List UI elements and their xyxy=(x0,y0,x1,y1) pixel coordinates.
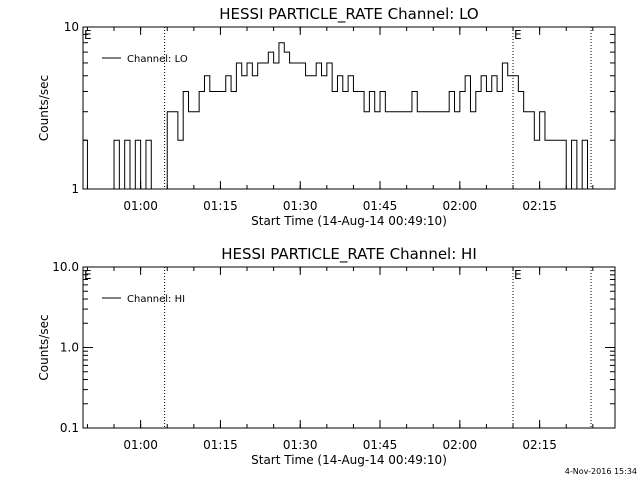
chart-title: HESSI PARTICLE_RATE Channel: LO xyxy=(219,5,478,24)
x-tick-label: 02:00 xyxy=(443,438,478,452)
plot-frame xyxy=(82,26,616,190)
x-tick-label: 01:30 xyxy=(283,199,318,213)
event-marker: E xyxy=(514,268,522,282)
x-tick-label: 01:30 xyxy=(283,438,318,452)
y-axis-label: Counts/sec xyxy=(37,75,51,141)
chart-panel-1: HESSI PARTICLE_RATE Channel: LO Counts/se… xyxy=(37,5,616,228)
x-tick-label: 01:15 xyxy=(203,199,238,213)
x-axis-label: Start Time (14-Aug-14 00:49:10) xyxy=(251,214,447,228)
x-tick-label: 02:00 xyxy=(443,199,478,213)
y-tick-label: 1.0 xyxy=(60,341,79,355)
legend-label: Channel: HI xyxy=(127,294,185,305)
y-axis-label: Counts/sec xyxy=(37,314,51,380)
x-tick-label: 01:45 xyxy=(363,199,398,213)
event-marker: E xyxy=(84,28,92,42)
x-tick-label: 02:15 xyxy=(522,199,557,213)
plot-frame xyxy=(82,266,616,429)
event-marker: E xyxy=(84,268,92,282)
x-tick-label: 02:15 xyxy=(522,438,557,452)
chart-panel-2: HESSI PARTICLE_RATE Channel: HI Counts/se… xyxy=(37,245,616,467)
x-axis-label: Start Time (14-Aug-14 00:49:10) xyxy=(251,453,447,467)
x-tick-label: 01:15 xyxy=(203,438,238,452)
x-tick-label: 01:00 xyxy=(123,199,158,213)
footer-timestamp: 4-Nov-2016 15:34 xyxy=(565,467,637,476)
event-marker: E xyxy=(514,28,522,42)
series-line xyxy=(83,42,599,190)
y-tick-label: 10 xyxy=(64,20,79,34)
x-tick-label: 01:45 xyxy=(363,438,398,452)
y-tick-label: 0.1 xyxy=(60,421,79,435)
y-tick-label: 10.0 xyxy=(52,260,79,274)
y-tick-label: 1 xyxy=(71,182,79,196)
chart-title: HESSI PARTICLE_RATE Channel: HI xyxy=(221,245,477,264)
legend-label: Channel: LO xyxy=(127,54,188,65)
x-tick-label: 01:00 xyxy=(123,438,158,452)
